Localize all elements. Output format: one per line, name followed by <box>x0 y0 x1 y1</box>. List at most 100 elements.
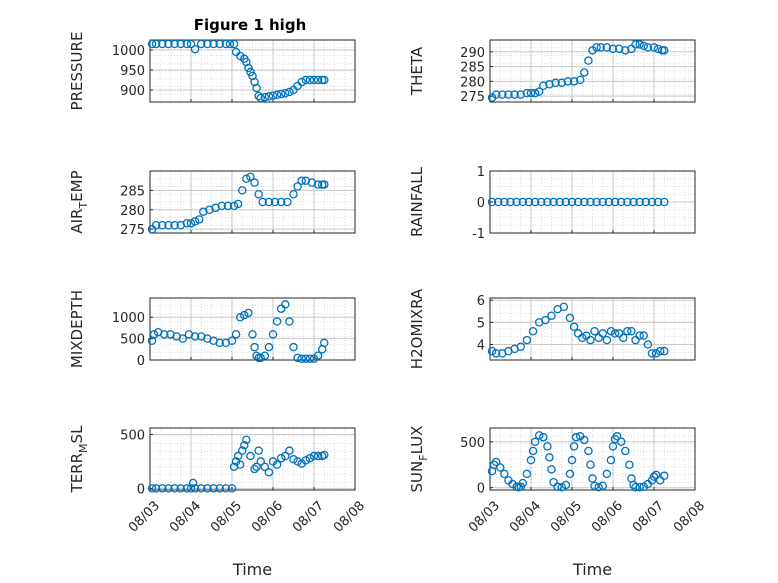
data-point <box>242 174 251 183</box>
data-point <box>209 484 218 493</box>
data-point <box>602 43 612 52</box>
data-point <box>547 465 556 474</box>
data-point <box>629 197 638 207</box>
data-point <box>289 455 298 464</box>
data-point <box>233 451 243 461</box>
data-point <box>264 92 274 101</box>
axes-frame <box>149 427 356 491</box>
data-point <box>196 484 206 493</box>
data-point <box>297 77 306 87</box>
y-axis-label: MIXDEPTH <box>68 290 86 368</box>
data-point <box>500 469 509 479</box>
data-point <box>594 482 603 492</box>
data-point <box>621 46 630 55</box>
data-point <box>565 313 575 323</box>
data-point <box>158 39 167 49</box>
y-axis-label: THETA <box>408 46 426 96</box>
data-point <box>186 219 196 228</box>
y-tick-label: 280 <box>120 204 145 219</box>
data-point <box>305 354 315 363</box>
series-markers <box>147 435 329 493</box>
data-point <box>559 302 569 312</box>
data-point <box>254 189 263 199</box>
data-point <box>260 92 270 102</box>
data-point <box>301 354 311 363</box>
data-point <box>643 340 653 349</box>
data-point <box>293 457 302 466</box>
x-tick-label: 08/04 <box>507 498 544 535</box>
data-point <box>534 87 544 96</box>
data-point <box>639 41 649 51</box>
data-point <box>252 462 261 472</box>
data-point <box>319 180 329 189</box>
data-point <box>647 349 657 358</box>
data-point <box>631 482 640 492</box>
data-point <box>233 199 243 209</box>
data-point <box>619 333 628 343</box>
series-markers <box>487 40 669 102</box>
data-point <box>500 197 509 207</box>
data-point <box>250 178 259 187</box>
data-point <box>653 197 663 207</box>
subplot-sun_flux: 0 500 08/03 08/04 08/05 08/06 08/07 08/08 SUNFLU… <box>408 426 708 579</box>
y-tick-label: 4 <box>477 339 485 354</box>
data-point <box>229 201 239 211</box>
data-point <box>221 484 231 493</box>
data-point <box>627 326 636 336</box>
data-point <box>567 197 577 207</box>
y-tick-label: 0 <box>137 482 145 497</box>
data-point <box>188 478 198 488</box>
data-point <box>580 435 589 445</box>
data-point <box>569 77 579 86</box>
data-point <box>649 43 659 52</box>
data-point <box>260 351 270 360</box>
data-point <box>598 197 608 207</box>
data-point <box>534 431 544 440</box>
data-point <box>319 338 329 348</box>
data-point <box>313 180 323 189</box>
data-point <box>660 197 669 207</box>
data-point <box>635 331 644 340</box>
data-point <box>498 90 507 99</box>
axes-frame <box>489 297 696 361</box>
data-point <box>160 330 169 339</box>
data-point <box>305 75 315 85</box>
data-point <box>561 480 571 490</box>
data-point <box>610 329 620 338</box>
data-point <box>623 197 632 207</box>
data-point <box>522 469 532 479</box>
data-point <box>309 75 319 85</box>
data-point <box>227 336 237 346</box>
data-point <box>203 39 212 49</box>
data-point <box>186 484 196 493</box>
data-point <box>285 446 294 455</box>
data-point <box>260 462 270 472</box>
data-point <box>264 197 274 207</box>
series-markers <box>487 431 669 492</box>
data-point <box>655 346 665 356</box>
data-point <box>281 300 290 309</box>
data-point <box>215 338 224 348</box>
data-point <box>240 310 249 320</box>
data-point <box>588 474 597 483</box>
data-point <box>621 446 630 456</box>
data-point <box>616 197 626 207</box>
data-point <box>641 197 651 207</box>
data-point <box>569 442 579 451</box>
data-point <box>510 90 519 99</box>
data-point <box>506 197 515 207</box>
data-point <box>528 326 538 336</box>
y-tick-label: 500 <box>120 333 145 348</box>
data-point <box>647 197 657 207</box>
subplot-rainfall: -1 0 1 RAINFALL <box>408 165 696 242</box>
data-point <box>635 197 644 207</box>
data-point <box>608 442 618 451</box>
data-point <box>289 189 298 199</box>
data-point <box>151 484 161 493</box>
y-tick-label: 0 <box>477 482 485 497</box>
data-point <box>592 43 601 52</box>
data-point <box>614 44 624 54</box>
data-point <box>170 39 179 49</box>
data-point <box>256 353 265 363</box>
